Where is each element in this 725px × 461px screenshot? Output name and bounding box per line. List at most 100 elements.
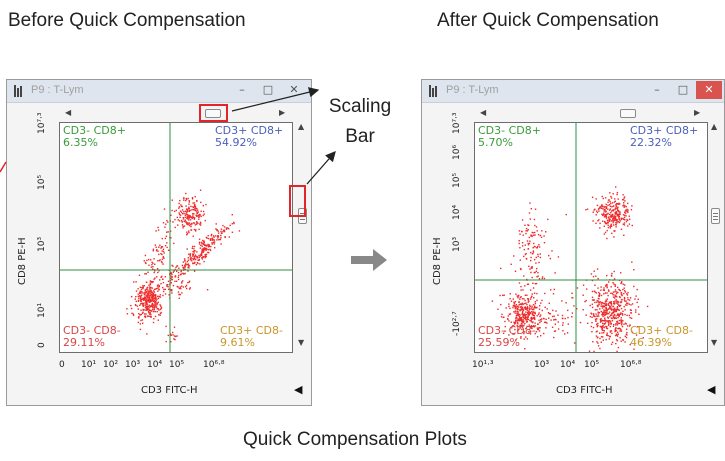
dot-cluster — [165, 325, 178, 343]
scatter-plot-area[interactable]: CD3- CD8+ 5.70% CD3+ CD8+ 22.32% CD3- CD8-… — [474, 122, 708, 353]
y-tick-label: 10⁵ — [37, 174, 47, 190]
quadrant-label-ll: CD3- CD8- 25.59% — [478, 325, 536, 349]
after-heading: After Quick Compensation — [437, 10, 659, 31]
maximize-icon[interactable]: □ — [677, 83, 689, 96]
horizontal-scaling-bar[interactable]: ◀ ▶ — [59, 108, 291, 119]
scaling-bar-highlight-vertical — [289, 185, 306, 217]
y-tick-label: 10⁷·³ — [37, 112, 47, 134]
horizontal-scaling-thumb[interactable] — [205, 109, 221, 118]
y-tick-label: 10¹ — [37, 302, 47, 318]
window-title: P9 : T-Lym — [446, 84, 499, 96]
quadrant-label-ur: CD3+ CD8+ 22.32% — [630, 125, 698, 149]
quadrant-label-ur: CD3+ CD8+ 54.92% — [215, 125, 283, 149]
y-tick-label: 10⁷·³ — [452, 112, 462, 134]
plot-window-after[interactable]: P9 : T-Lym – □ ✕ ◀ ▶ ▲ ▼ CD3- CD8+ 5.70% … — [421, 79, 725, 406]
plot-app-icon — [429, 85, 437, 97]
vertical-scaling-thumb[interactable] — [711, 208, 720, 224]
x-tick-label: 10⁵ — [169, 360, 185, 370]
x-tick-label: 0 — [59, 360, 65, 370]
x-tick-label: 10⁴ — [560, 360, 576, 370]
scroll-down-icon[interactable]: ▼ — [298, 338, 305, 347]
y-tick-label: 10⁶ — [452, 144, 462, 160]
window-titlebar[interactable]: P9 : T-Lym – □ ✕ — [7, 80, 311, 103]
plot-window-before[interactable]: P9 : T-Lym – □ ✕ ◀ ▶ ▲ ▼ CD3- CD8+ 6.35% … — [6, 79, 312, 406]
scroll-up-icon[interactable]: ▲ — [711, 122, 718, 131]
plot-app-icon — [14, 85, 22, 97]
scaling-bar-label-line1: Scaling — [328, 96, 392, 117]
scroll-right-icon[interactable]: ▶ — [694, 108, 701, 117]
figure-caption: Quick Compensation Plots — [243, 429, 467, 450]
x-axis-label: CD3 FITC-H — [556, 385, 613, 396]
scroll-down-icon[interactable]: ▼ — [711, 338, 718, 347]
quadrant-label-ul: CD3- CD8+ 5.70% — [478, 125, 541, 149]
quadrant-percent: 25.59% — [478, 336, 520, 349]
vertical-scaling-bar[interactable]: ▲ ▼ — [710, 122, 721, 352]
x-tick-label: 10¹ — [81, 360, 97, 370]
quadrant-percent: 5.70% — [478, 136, 513, 149]
quadrant-name: CD3- CD8- — [63, 324, 121, 337]
scatter-plot-svg — [475, 123, 707, 352]
x-tick-label: 10⁶·⁸ — [203, 360, 225, 370]
quadrant-percent: 54.92% — [215, 136, 257, 149]
scroll-left-icon[interactable]: ◀ — [65, 108, 72, 117]
scroll-left-icon[interactable]: ◀ — [480, 108, 487, 117]
horizontal-scaling-bar[interactable]: ◀ ▶ — [474, 108, 706, 119]
close-icon[interactable]: ✕ — [289, 83, 299, 96]
right-arrow-icon — [351, 249, 387, 271]
y-tick-label: 0 — [37, 342, 47, 348]
dot-cluster — [585, 186, 633, 240]
quadrant-percent: 9.61% — [220, 336, 255, 349]
quadrant-label-lr: CD3+ CD8- 46.39% — [630, 325, 693, 349]
dot-cluster — [520, 292, 598, 344]
dot-cluster — [126, 280, 163, 335]
dot-cluster — [571, 261, 649, 352]
y-tick-label: 10³ — [37, 236, 47, 252]
scaling-bar-label-line2: Bar — [345, 126, 375, 147]
x-tick-label: 10³ — [534, 360, 550, 370]
before-heading: Before Quick Compensation — [8, 10, 246, 31]
x-axis-label: CD3 FITC-H — [141, 385, 198, 396]
quadrant-name: CD3- CD8+ — [63, 124, 126, 137]
scaling-bar-label: Scaling Bar — [320, 92, 400, 152]
minimize-icon[interactable]: – — [654, 83, 660, 96]
dot-cluster — [173, 189, 207, 237]
scroll-right-icon[interactable]: ▶ — [279, 108, 286, 117]
quadrant-percent: 22.32% — [630, 136, 672, 149]
dot-cluster — [138, 199, 181, 299]
quadrant-name: CD3+ CD8- — [220, 324, 283, 337]
close-icon[interactable]: ✕ — [696, 81, 722, 99]
y-tick-label: 10³ — [452, 236, 462, 252]
quadrant-name: CD3- CD8- — [478, 324, 536, 337]
dot-cluster — [143, 268, 209, 299]
vertical-scaling-bar[interactable]: ▲ ▼ — [297, 122, 308, 352]
quadrant-label-lr: CD3+ CD8- 9.61% — [220, 325, 283, 349]
x-tick-label: 10⁵ — [584, 360, 600, 370]
quadrant-name: CD3+ CD8+ — [215, 124, 284, 137]
x-tick-label: 10¹·³ — [472, 360, 494, 370]
scatter-plot-svg — [60, 123, 292, 352]
scaling-bar-highlight-horizontal — [199, 104, 228, 122]
x-tick-label: 10⁴ — [147, 360, 163, 370]
x-tick-label: 10⁶·⁸ — [620, 360, 642, 370]
dot-cluster — [497, 282, 555, 341]
y-tick-label: -10²·⁷ — [452, 311, 462, 336]
dot-cluster — [162, 214, 241, 291]
back-triangle-icon[interactable]: ◀ — [707, 383, 716, 396]
quadrant-percent: 29.11% — [63, 336, 105, 349]
scatter-plot-area[interactable]: CD3- CD8+ 6.35% CD3+ CD8+ 54.92% CD3- CD8-… — [59, 122, 293, 353]
y-tick-label: 10⁵ — [452, 172, 462, 188]
minimize-icon[interactable]: – — [239, 83, 245, 96]
window-titlebar[interactable]: P9 : T-Lym – □ ✕ — [422, 80, 724, 103]
horizontal-scaling-thumb[interactable] — [620, 109, 636, 118]
y-axis-label: CD8 PE-H — [17, 237, 28, 285]
maximize-icon[interactable]: □ — [262, 83, 274, 96]
y-tick-label: 10⁴ — [452, 204, 462, 220]
scroll-up-icon[interactable]: ▲ — [298, 122, 305, 131]
back-triangle-icon[interactable]: ◀ — [294, 383, 303, 396]
quadrant-name: CD3+ CD8- — [630, 324, 693, 337]
quadrant-percent: 6.35% — [63, 136, 98, 149]
x-tick-label: 10² — [103, 360, 119, 370]
dot-cluster — [510, 202, 550, 325]
quadrant-label-ll: CD3- CD8- 29.11% — [63, 325, 121, 349]
quadrant-label-ul: CD3- CD8+ 6.35% — [63, 125, 126, 149]
